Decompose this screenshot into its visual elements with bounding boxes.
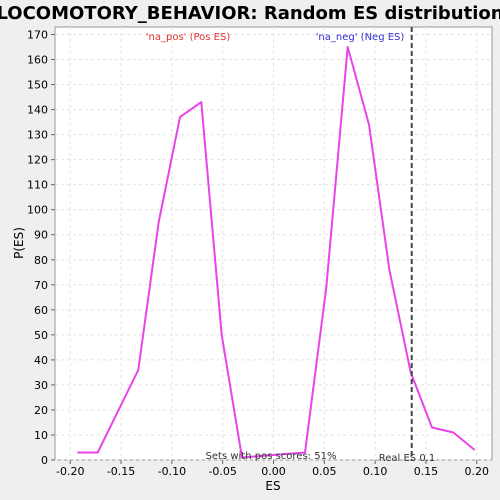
y-tick-label: 120 [27, 154, 48, 167]
y-tick-label: 0 [41, 454, 48, 467]
x-axis-label: ES [265, 479, 280, 493]
y-tick-label: 170 [27, 29, 48, 42]
y-tick-label: 100 [27, 204, 48, 217]
x-tick-label: -0.10 [158, 465, 186, 478]
y-tick-label: 10 [34, 429, 48, 442]
x-tick-label: 0.05 [312, 465, 337, 478]
y-tick-label: 140 [27, 104, 48, 117]
y-tick-label: 70 [34, 279, 48, 292]
y-tick-label: 40 [34, 354, 48, 367]
pos-es-annotation: 'na_pos' (Pos ES) [146, 32, 231, 43]
x-tick-label: 0.15 [414, 465, 439, 478]
pos-scores-annotation: Sets with pos scores: 51% [206, 451, 337, 462]
y-tick-label: 150 [27, 79, 48, 92]
real-es-label: Real ES 0.1 [379, 453, 435, 464]
chart-title: LOCOMOTORY_BEHAVIOR: Random ES distribut… [0, 3, 500, 24]
x-tick-label: -0.20 [56, 465, 84, 478]
y-tick-label: 30 [34, 379, 48, 392]
x-tick-label: 0.20 [465, 465, 490, 478]
x-tick-label: -0.05 [208, 465, 236, 478]
y-tick-label: 110 [27, 179, 48, 192]
x-tick-label: -0.15 [107, 465, 135, 478]
y-axis-label: P(ES) [12, 227, 26, 259]
y-tick-label: 50 [34, 329, 48, 342]
y-tick-label: 160 [27, 54, 48, 67]
neg-es-annotation: 'na_neg' (Neg ES) [316, 32, 405, 43]
x-tick-label: 0.10 [363, 465, 388, 478]
y-tick-label: 20 [34, 404, 48, 417]
y-tick-label: 130 [27, 129, 48, 142]
x-tick-label: 0.00 [261, 465, 286, 478]
y-tick-label: 60 [34, 304, 48, 317]
y-tick-label: 80 [34, 254, 48, 267]
y-tick-label: 90 [34, 229, 48, 242]
